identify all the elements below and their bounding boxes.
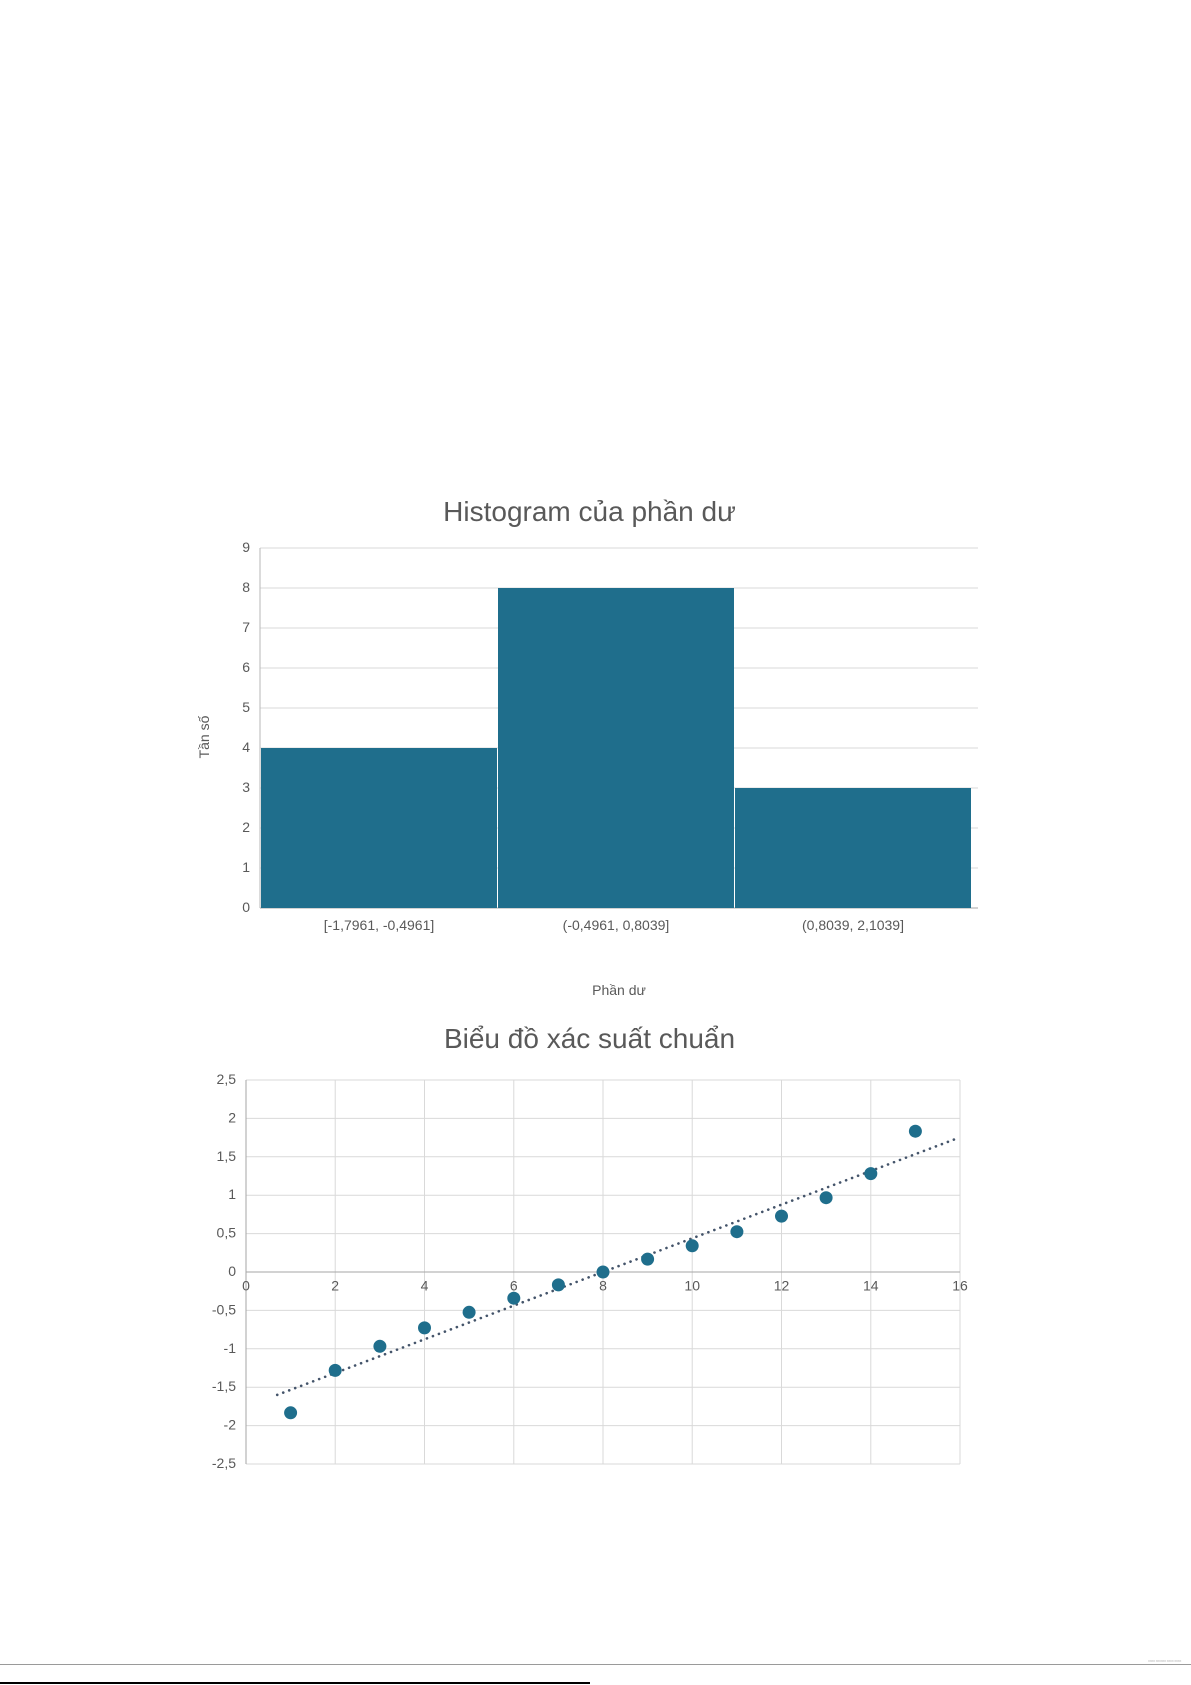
svg-text:2: 2 xyxy=(331,1278,339,1294)
svg-text:1: 1 xyxy=(242,859,250,875)
svg-text:8: 8 xyxy=(242,579,250,595)
svg-text:-2: -2 xyxy=(224,1417,237,1433)
svg-text:1: 1 xyxy=(228,1186,236,1202)
svg-text:3: 3 xyxy=(242,779,250,795)
svg-text:16: 16 xyxy=(952,1278,968,1294)
svg-text:14: 14 xyxy=(863,1278,879,1294)
svg-text:2,5: 2,5 xyxy=(217,1071,237,1087)
svg-text:5: 5 xyxy=(242,699,250,715)
svg-text:1,5: 1,5 xyxy=(217,1148,237,1164)
svg-text:9: 9 xyxy=(242,539,250,555)
svg-text:Phần dư: Phần dư xyxy=(592,982,646,998)
svg-text:0: 0 xyxy=(242,899,250,915)
svg-text:7: 7 xyxy=(242,619,250,635)
svg-text:Tần số: Tần số xyxy=(196,715,212,758)
svg-text:2: 2 xyxy=(242,819,250,835)
svg-text:(0,8039, 2,1039]: (0,8039, 2,1039] xyxy=(802,917,904,933)
svg-text:-0,5: -0,5 xyxy=(212,1301,236,1317)
svg-text:[-1,7961, -0,4961]: [-1,7961, -0,4961] xyxy=(324,917,435,933)
svg-text:4: 4 xyxy=(242,739,250,755)
svg-text:0: 0 xyxy=(228,1263,236,1279)
svg-text:-1,5: -1,5 xyxy=(212,1378,236,1394)
svg-text:8: 8 xyxy=(599,1278,607,1294)
svg-text:6: 6 xyxy=(242,659,250,675)
svg-text:12: 12 xyxy=(774,1278,790,1294)
svg-text:(-0,4961, 0,8039]: (-0,4961, 0,8039] xyxy=(563,917,670,933)
svg-text:0: 0 xyxy=(242,1278,250,1294)
svg-text:-1: -1 xyxy=(224,1340,237,1356)
svg-text:0,5: 0,5 xyxy=(217,1225,237,1241)
svg-text:10: 10 xyxy=(684,1278,700,1294)
svg-text:4: 4 xyxy=(421,1278,429,1294)
svg-text:6: 6 xyxy=(510,1278,518,1294)
svg-text:-2,5: -2,5 xyxy=(212,1455,236,1471)
svg-text:2: 2 xyxy=(228,1109,236,1125)
